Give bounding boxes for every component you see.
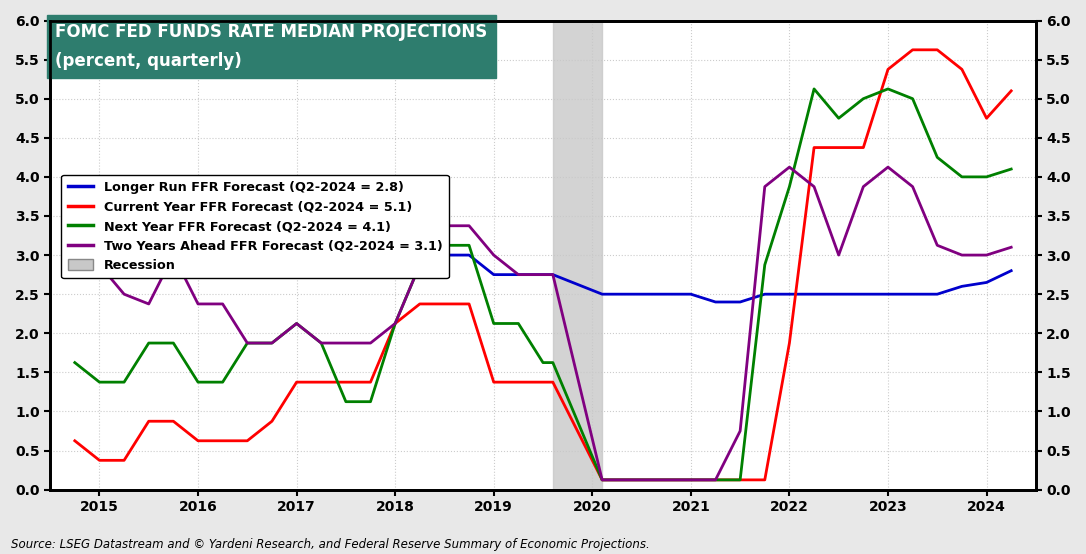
Legend: Longer Run FFR Forecast (Q2-2024 = 2.8), Current Year FFR Forecast (Q2-2024 = 5.: Longer Run FFR Forecast (Q2-2024 = 2.8),… — [62, 175, 449, 279]
Text: FOMC FED FUNDS RATE MEDIAN PROJECTIONS
(percent, quarterly): FOMC FED FUNDS RATE MEDIAN PROJECTIONS (… — [55, 23, 488, 70]
Bar — [553, 20, 602, 490]
Text: Source: LSEG Datastream and © Yardeni Research, and Federal Reserve Summary of E: Source: LSEG Datastream and © Yardeni Re… — [11, 538, 649, 551]
